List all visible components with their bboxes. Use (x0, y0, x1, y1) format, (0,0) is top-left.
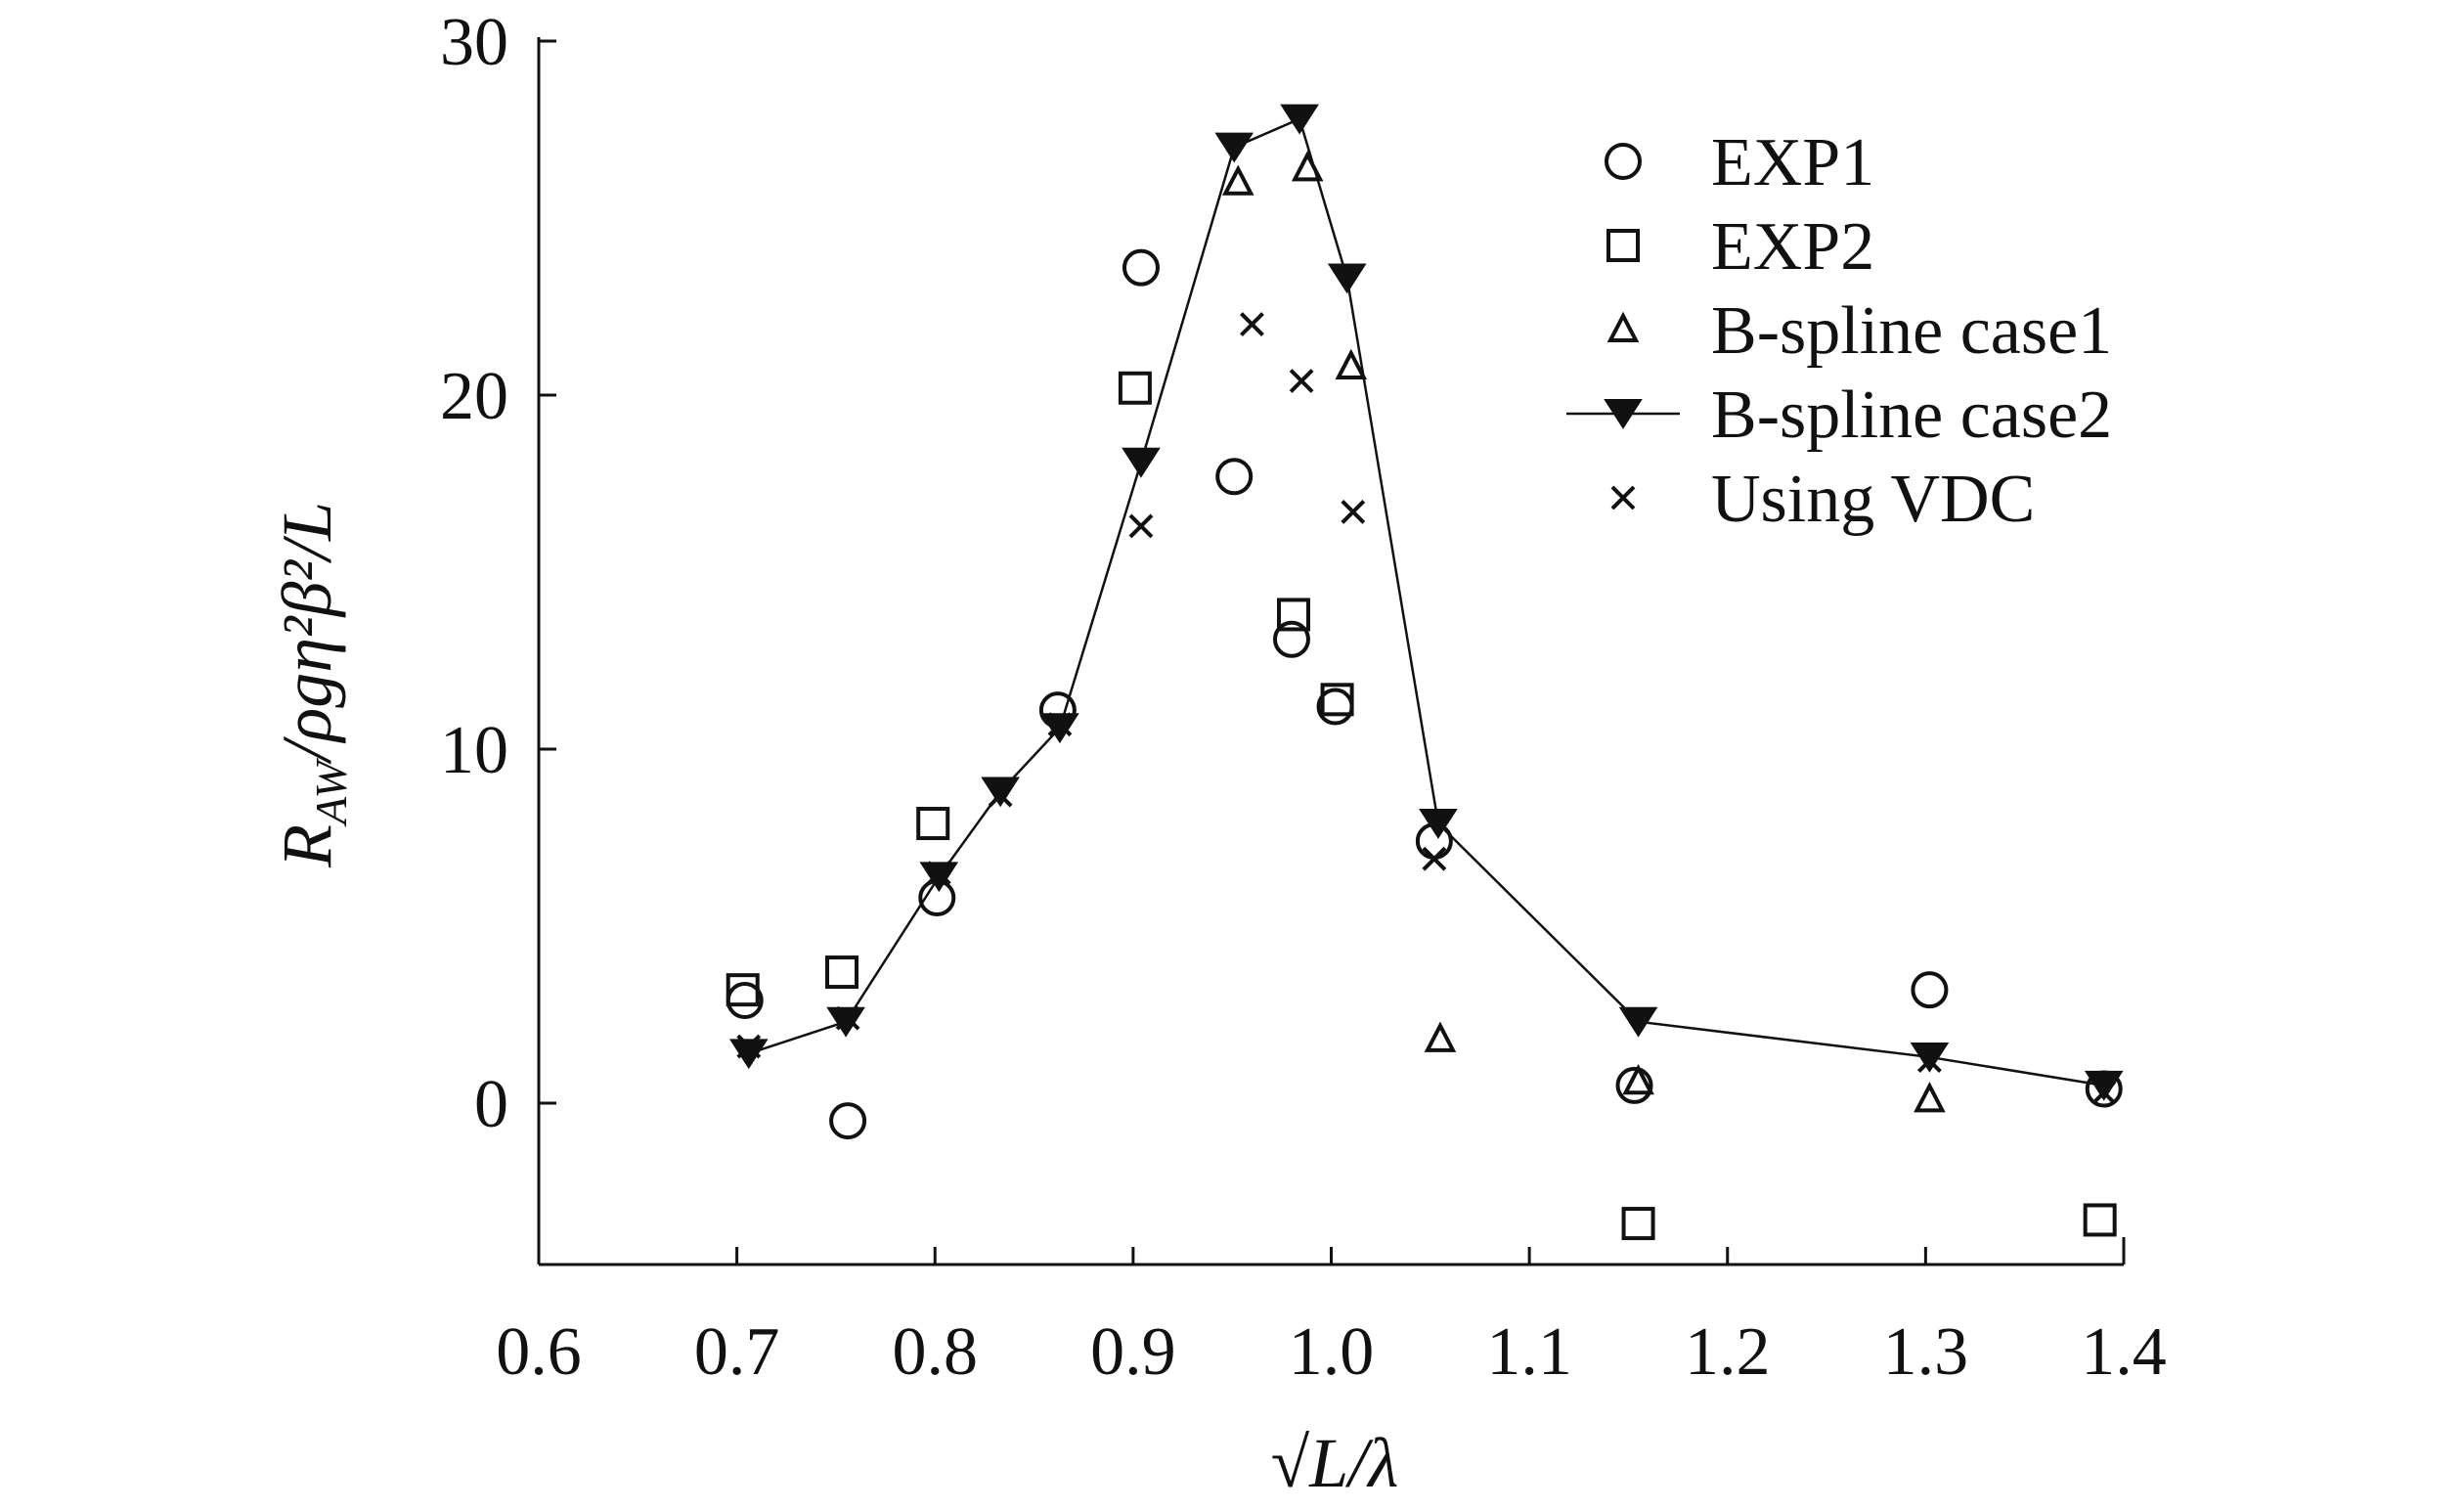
point-b-spline-case2 (1122, 447, 1161, 478)
legend-marker-exp2 (1606, 229, 1640, 262)
point-exp1 (829, 1102, 867, 1140)
point-exp2 (825, 955, 859, 990)
point-exp2 (2083, 1203, 2117, 1237)
legend-entry-using-vdc: Using VDC (1610, 462, 2035, 537)
legend-label-using-vdc: Using VDC (1711, 462, 2035, 537)
point-exp1 (1272, 620, 1310, 658)
point-using-vdc (1289, 369, 1314, 393)
y-tick-label: 0 (474, 1067, 508, 1142)
point-b-spline-case1 (1622, 1063, 1654, 1095)
point-b-spline-case1 (1291, 150, 1324, 182)
series-lines (748, 116, 2104, 1087)
ticks: 0.6 0.7 0.8 0.9 1.0 1.1 1.2 1.3 1.4 0 10 20 30 (440, 5, 2167, 1390)
point-exp2 (726, 973, 760, 1007)
point-using-vdc (2091, 1080, 2117, 1105)
point-exp2 (1320, 683, 1354, 717)
point-b-spline-case2 (919, 862, 959, 893)
point-b-spline-case2 (1040, 713, 1079, 744)
point-using-vdc (926, 861, 951, 886)
y-axis-label-main: R (268, 824, 346, 868)
y-axis-label-sub: AW (306, 758, 356, 827)
legend-marker-exp1 (1605, 143, 1642, 180)
point-b-spline-case2 (1280, 104, 1319, 135)
point-b-spline-case1 (1335, 348, 1368, 380)
legend-label-b-spline-case2: B-spline case2 (1711, 377, 2112, 453)
point-using-vdc (1128, 513, 1154, 539)
point-b-spline-case2 (1327, 263, 1367, 294)
x-tick-label: 0.8 (893, 1314, 979, 1390)
x-tick-label: 1.0 (1289, 1314, 1375, 1390)
point-b-spline-case1 (1221, 164, 1254, 196)
point-exp1 (1215, 458, 1254, 496)
point-exp2 (916, 807, 950, 841)
legend-entry-b-spline-case1: B-spline case1 (1606, 293, 2112, 369)
point-b-spline-case2 (1419, 809, 1458, 839)
x-tick-label: 1.3 (1883, 1314, 1969, 1390)
point-using-vdc (1047, 712, 1073, 737)
y-tick-label: 30 (440, 5, 508, 80)
point-b-spline-case2 (1214, 132, 1254, 163)
point-using-vdc (1240, 312, 1264, 337)
legend-label-exp1: EXP1 (1711, 125, 1874, 200)
point-b-spline-case1 (1914, 1082, 1946, 1113)
y-axis-label: RAW/ρgη²β²/L (268, 502, 356, 868)
point-exp1 (1911, 971, 1949, 1009)
legend-label-b-spline-case1: B-spline case1 (1711, 293, 2112, 369)
point-exp1 (1122, 248, 1160, 287)
point-exp2 (1118, 371, 1152, 405)
point-using-vdc (835, 1005, 860, 1031)
point-exp2 (1277, 598, 1311, 632)
point-using-vdc (736, 1034, 762, 1059)
legend: EXP1 EXP2 B-spline case1 B-spline case2 Usin… (1566, 125, 2112, 537)
legend-marker-b-spline-case2 (1604, 399, 1643, 429)
point-b-spline-case1 (1424, 1021, 1457, 1052)
point-exp2 (1621, 1207, 1655, 1241)
point-using-vdc (988, 782, 1013, 808)
point-b-spline-case2 (1618, 1006, 1658, 1038)
x-tick-label: 1.1 (1486, 1314, 1572, 1390)
x-axis-label: √L/λ (1271, 1424, 1399, 1502)
legend-entry-b-spline-case2: B-spline case2 (1566, 377, 2112, 453)
legend-entry-exp2: EXP2 (1606, 209, 1874, 285)
point-using-vdc (1422, 846, 1447, 871)
legend-label-exp2: EXP2 (1711, 209, 1874, 285)
y-tick-label: 20 (440, 359, 508, 434)
y-axis-label-rest: /ρgη²β²/L (268, 502, 346, 765)
x-tick-label: 1.4 (2081, 1314, 2167, 1390)
legend-marker-using-vdc (1610, 485, 1636, 510)
legend-marker-b-spline-case1 (1606, 311, 1640, 342)
point-b-spline-case2 (981, 777, 1020, 808)
x-tick-label: 1.2 (1685, 1314, 1771, 1390)
point-using-vdc (1917, 1048, 1942, 1073)
marks (726, 104, 2124, 1241)
series-line-b-spline-case2 (748, 116, 2104, 1087)
x-tick-label: 0.7 (694, 1314, 780, 1390)
point-exp1 (1615, 1066, 1653, 1104)
y-tick-label: 10 (440, 713, 508, 788)
x-tick-label: 0.9 (1090, 1314, 1176, 1390)
legend-entry-exp1: EXP1 (1605, 125, 1874, 200)
point-b-spline-case2 (1910, 1042, 1950, 1073)
x-tick-label: 0.6 (496, 1314, 582, 1390)
point-using-vdc (1341, 500, 1366, 524)
